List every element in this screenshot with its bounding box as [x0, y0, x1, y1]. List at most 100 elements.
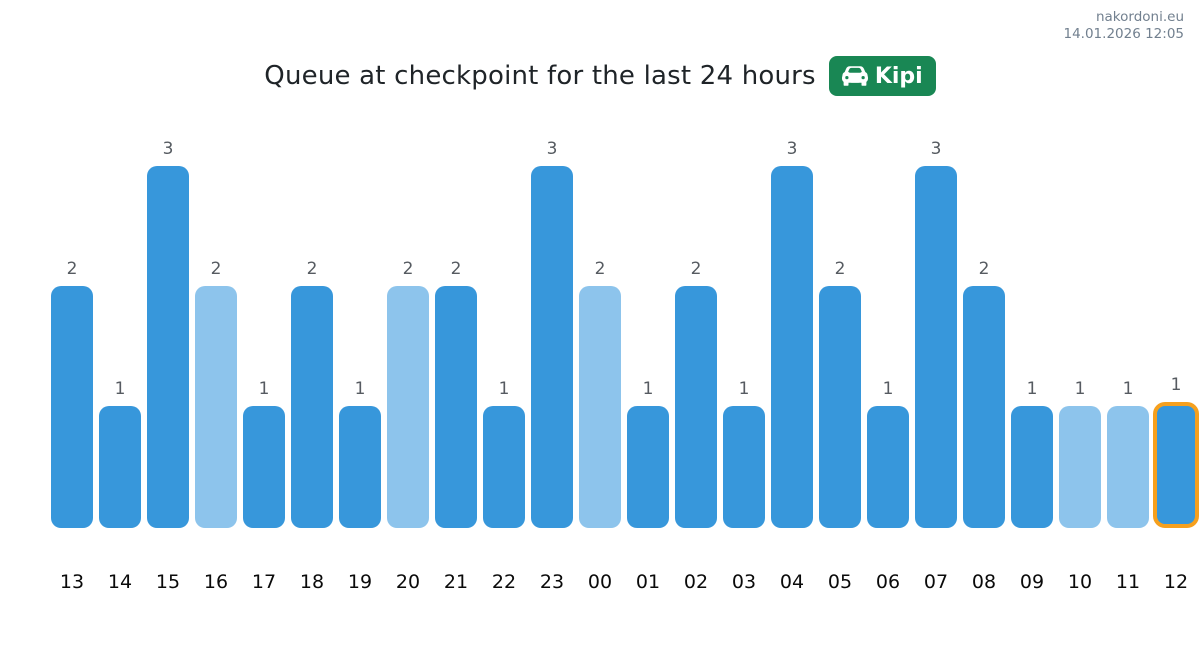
bar-column: 1 03 [720, 379, 768, 593]
bar-column: 2 21 [432, 259, 480, 593]
bar-column: 2 02 [672, 259, 720, 593]
bar-hour-18[interactable] [291, 286, 333, 528]
bar-value-label: 1 [354, 379, 366, 399]
bar-column: 2 16 [192, 259, 240, 593]
bar-column: 1 01 [624, 379, 672, 593]
bar-value-label: 3 [786, 139, 798, 159]
bar-column: 1 06 [864, 379, 912, 593]
x-axis-label: 17 [251, 571, 277, 593]
bar-value-label: 2 [306, 259, 318, 279]
bar-value-label: 3 [930, 139, 942, 159]
bar-hour-17[interactable] [243, 406, 285, 528]
bar-hour-09[interactable] [1011, 406, 1053, 528]
bar-hour-05[interactable] [819, 286, 861, 528]
bar-column: 3 04 [768, 139, 816, 593]
bar-column: 1 17 [240, 379, 288, 593]
bar-value-label: 1 [258, 379, 270, 399]
bar-value-label: 3 [162, 139, 174, 159]
bar-value-label: 1 [738, 379, 750, 399]
bar-column: 1 10 [1056, 379, 1104, 593]
x-axis-label: 14 [107, 571, 133, 593]
bar-column: 1 11 [1104, 379, 1152, 593]
bar-hour-06[interactable] [867, 406, 909, 528]
bar-hour-23[interactable] [531, 166, 573, 528]
bar-value-label: 1 [1170, 375, 1182, 395]
bar-hour-08[interactable] [963, 286, 1005, 528]
bar-hour-03[interactable] [723, 406, 765, 528]
bar-hour-13[interactable] [51, 286, 93, 528]
bar-column: 2 13 [48, 259, 96, 593]
title-row: Queue at checkpoint for the last 24 hour… [0, 56, 1200, 96]
bar-value-label: 2 [402, 259, 414, 279]
checkpoint-badge[interactable]: Kipi [828, 56, 936, 96]
bar-column: 3 23 [528, 139, 576, 593]
site-info: nakordoni.eu 14.01.2026 12:05 [1064, 9, 1185, 43]
bar-column: 1 09 [1008, 379, 1056, 593]
bar-column: 2 08 [960, 259, 1008, 593]
bar-hour-21[interactable] [435, 286, 477, 528]
bar-hour-11[interactable] [1107, 406, 1149, 528]
bar-hour-22[interactable] [483, 406, 525, 528]
x-axis-label: 21 [443, 571, 469, 593]
bar-column: 1 22 [480, 379, 528, 593]
bar-value-label: 1 [114, 379, 126, 399]
bar-hour-00[interactable] [579, 286, 621, 528]
bar-value-label: 1 [1026, 379, 1038, 399]
bar-hour-15[interactable] [147, 166, 189, 528]
bar-hour-02[interactable] [675, 286, 717, 528]
x-axis-label: 19 [347, 571, 373, 593]
x-axis-label: 06 [875, 571, 901, 593]
bar-value-label: 3 [546, 139, 558, 159]
bar-column: 1 12 [1152, 375, 1200, 593]
x-axis-label: 16 [203, 571, 229, 593]
x-axis-label: 08 [971, 571, 997, 593]
x-axis-label: 04 [779, 571, 805, 593]
bar-column: 2 00 [576, 259, 624, 593]
bar-hour-04[interactable] [771, 166, 813, 528]
x-axis-label: 18 [299, 571, 325, 593]
x-axis-label: 12 [1163, 571, 1189, 593]
bar-hour-10[interactable] [1059, 406, 1101, 528]
x-axis-label: 11 [1115, 571, 1141, 593]
bar-value-label: 2 [690, 259, 702, 279]
bar-value-label: 2 [450, 259, 462, 279]
queue-bar-chart: 2 13 1 14 3 15 2 16 1 17 2 18 1 19 2 20 2 21 1 22 3 23 2 00 1 01 2… [48, 139, 1200, 593]
bar-hour-14[interactable] [99, 406, 141, 528]
bar-hour-16[interactable] [195, 286, 237, 528]
bar-hour-07[interactable] [915, 166, 957, 528]
x-axis-label: 00 [587, 571, 613, 593]
bar-value-label: 1 [1122, 379, 1134, 399]
bar-column: 2 05 [816, 259, 864, 593]
bar-value-label: 2 [66, 259, 78, 279]
x-axis-label: 02 [683, 571, 709, 593]
bar-hour-01[interactable] [627, 406, 669, 528]
bar-column: 1 14 [96, 379, 144, 593]
bar-column: 2 18 [288, 259, 336, 593]
bar-value-label: 2 [978, 259, 990, 279]
bar-column: 2 20 [384, 259, 432, 593]
bar-column: 1 19 [336, 379, 384, 593]
site-domain: nakordoni.eu [1095, 9, 1184, 25]
bar-column: 3 15 [144, 139, 192, 593]
x-axis-label: 15 [155, 571, 181, 593]
bar-value-label: 2 [210, 259, 222, 279]
x-axis-label: 09 [1019, 571, 1045, 593]
bar-hour-12[interactable] [1153, 402, 1199, 528]
x-axis-label: 01 [635, 571, 661, 593]
bar-value-label: 1 [1074, 379, 1086, 399]
x-axis-label: 22 [491, 571, 517, 593]
x-axis-label: 13 [59, 571, 85, 593]
bar-column: 3 07 [912, 139, 960, 593]
checkpoint-badge-label: Kipi [874, 63, 923, 89]
bar-hour-19[interactable] [339, 406, 381, 528]
x-axis-label: 05 [827, 571, 853, 593]
bar-value-label: 1 [498, 379, 510, 399]
x-axis-label: 07 [923, 571, 949, 593]
bar-hour-20[interactable] [387, 286, 429, 528]
bar-value-label: 2 [594, 259, 606, 279]
bar-value-label: 1 [642, 379, 654, 399]
x-axis-label: 20 [395, 571, 421, 593]
bar-value-label: 1 [882, 379, 894, 399]
timestamp: 14.01.2026 12:05 [1063, 26, 1185, 42]
